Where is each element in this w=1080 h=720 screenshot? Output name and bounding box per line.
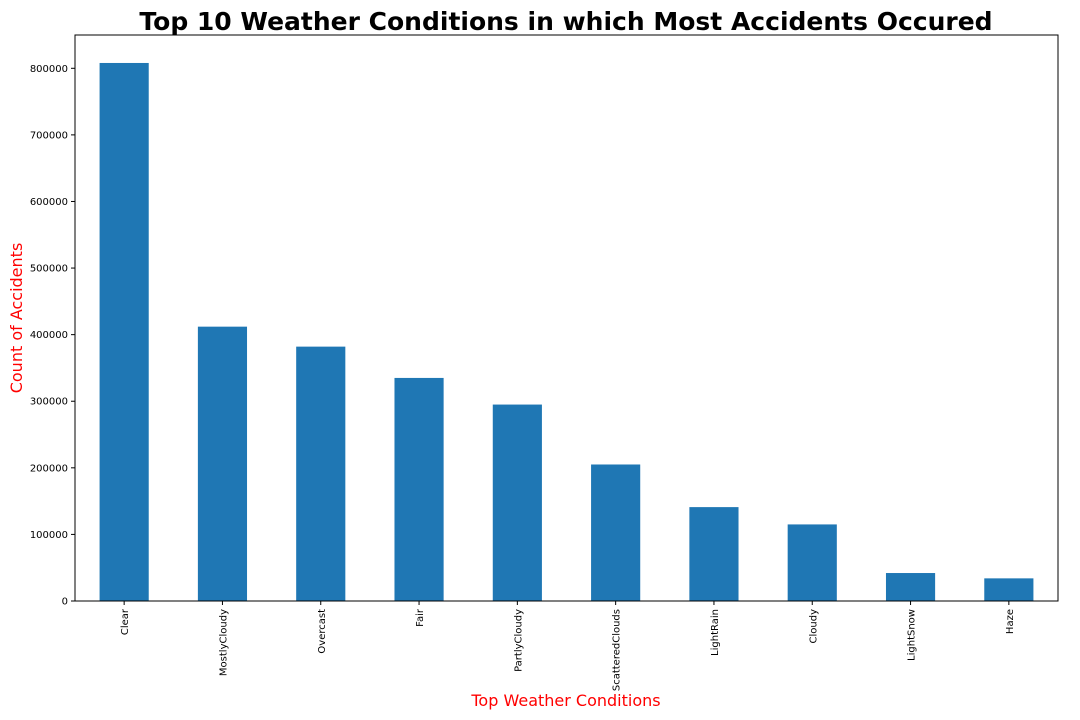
- axes-frame: [74, 34, 1059, 602]
- y-tick-label: 700000: [30, 130, 68, 141]
- y-tick-label: 800000: [30, 64, 68, 75]
- bar-lightsnow: [885, 573, 936, 601]
- x-tick-label: Clear: [120, 608, 131, 635]
- x-axis-label: Top Weather Conditions: [470, 691, 660, 710]
- x-tick-label: MostlyCloudy: [218, 609, 229, 676]
- y-axis-label: Count of Accidents: [7, 243, 26, 394]
- x-tick-label: PartlyCloudy: [513, 609, 524, 672]
- x-tick-label: LightSnow: [907, 609, 918, 661]
- x-tick-label: Fair: [415, 608, 426, 627]
- y-tick-label: 400000: [30, 330, 68, 341]
- bar-lightrain: [689, 507, 739, 601]
- bar-fair: [394, 377, 444, 601]
- y-tick-label: 300000: [30, 397, 68, 408]
- bar-overcast: [296, 346, 346, 601]
- x-tick-label: Haze: [1005, 609, 1016, 634]
- bar-mostlycloudy: [197, 326, 248, 601]
- y-tick-label: 200000: [30, 463, 68, 474]
- bar-haze: [984, 578, 1034, 601]
- y-tick-label: 100000: [30, 530, 68, 541]
- x-tick-label: LightRain: [710, 609, 721, 656]
- bar-cloudy: [787, 524, 837, 601]
- x-tick-label: Cloudy: [808, 609, 819, 644]
- bar-partlycloudy: [492, 404, 542, 601]
- plot-area: Clear MostlyCloudy Overcast Fair PartlyCloud…: [30, 34, 1059, 691]
- bar-scatteredclouds: [591, 464, 641, 601]
- y-tick-label: 500000: [30, 264, 68, 275]
- y-tick-label: 0: [62, 597, 68, 608]
- chart-title: Top 10 Weather Conditions in which Most …: [139, 7, 992, 36]
- y-tick-label: 600000: [30, 197, 68, 208]
- x-tick-label: Overcast: [317, 609, 328, 654]
- x-tick-label: ScatteredClouds: [612, 609, 623, 691]
- bar-clear: [99, 62, 149, 602]
